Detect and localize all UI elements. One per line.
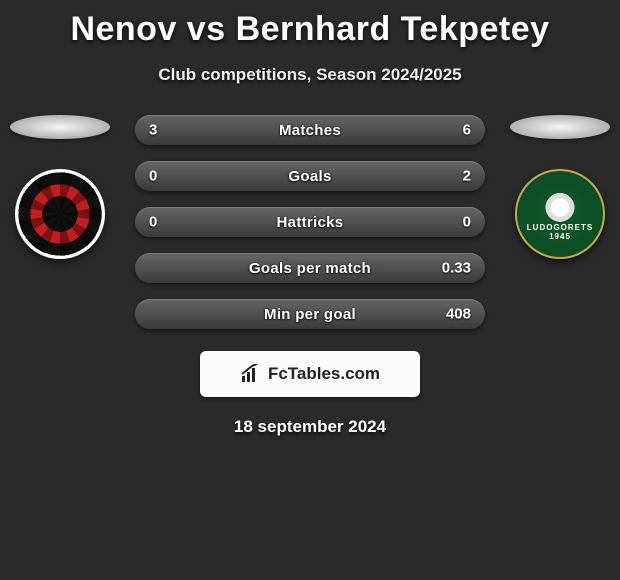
stat-right-value: 0.33: [442, 260, 471, 277]
ellipse-shadow-right: [510, 115, 610, 139]
stat-label: Matches: [279, 122, 341, 139]
stats-bars: 3 Matches 6 0 Goals 2 0 Hattricks 0 Goal…: [135, 115, 485, 329]
team-right-crest-label: LUDOGORETS 1945: [527, 223, 593, 247]
team-left-column: [0, 115, 120, 259]
stat-right-value: 0: [463, 214, 471, 231]
footer-brand-text: FcTables.com: [268, 364, 380, 384]
stat-row: 3 Matches 6: [135, 115, 485, 145]
stat-left-value: 3: [149, 122, 157, 139]
team-right-crest-inner: LUDOGORETS 1945: [527, 181, 593, 247]
stat-left-value: 0: [149, 214, 157, 231]
stat-label: Goals per match: [249, 260, 371, 277]
stat-label: Goals: [288, 168, 331, 185]
team-right-crest: LUDOGORETS 1945: [515, 169, 605, 259]
team-right-column: LUDOGORETS 1945: [500, 115, 620, 259]
stat-right-value: 2: [463, 168, 471, 185]
ellipse-shadow-left: [10, 115, 110, 139]
team-left-crest: [15, 169, 105, 259]
stat-row: 0 Goals 2: [135, 161, 485, 191]
chart-icon: [240, 364, 262, 384]
stat-left-value: 0: [149, 168, 157, 185]
stat-row: 0 Hattricks 0: [135, 207, 485, 237]
stat-row: Goals per match 0.33: [135, 253, 485, 283]
date-label: 18 september 2024: [0, 417, 620, 437]
comparison-panel: LUDOGORETS 1945 3 Matches 6 0 Goals 2 0 …: [0, 115, 620, 437]
stat-label: Hattricks: [277, 214, 344, 231]
stat-row: Min per goal 408: [135, 299, 485, 329]
page-title: Nenov vs Bernhard Tekpetey: [0, 0, 620, 49]
stat-right-value: 6: [463, 122, 471, 139]
stat-label: Min per goal: [264, 306, 356, 323]
footer-brand-box: FcTables.com: [200, 351, 420, 397]
stat-right-value: 408: [446, 306, 471, 323]
subtitle: Club competitions, Season 2024/2025: [0, 65, 620, 85]
